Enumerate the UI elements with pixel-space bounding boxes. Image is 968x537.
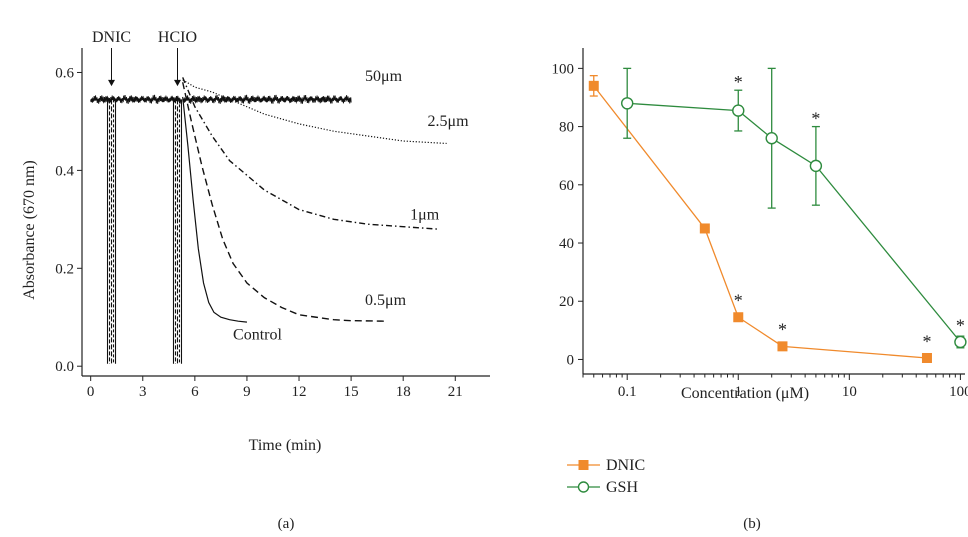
panel-a-x-tick-label: 9 xyxy=(243,384,251,400)
series-0-5-m-label: 0.5μm xyxy=(365,292,407,309)
panel-a-x-tick-label: 12 xyxy=(292,384,307,400)
series-dnic-line xyxy=(593,85,928,359)
series-dnic-point xyxy=(733,312,744,323)
panel-a-x-tick-label: 0 xyxy=(87,384,95,400)
event-hcio-arrowhead xyxy=(173,79,181,87)
event-dnic-label: DNIC xyxy=(92,29,131,46)
event-dnic-arrowhead xyxy=(108,79,116,87)
panel-b-y-tick-label: 0 xyxy=(567,352,575,368)
series-gsh-point xyxy=(954,335,967,349)
panel-b-y-tick-label: 80 xyxy=(559,120,574,136)
series-2-5-m-label: 2.5μm xyxy=(427,113,469,130)
panel-a-x-axis-label: Time (min) xyxy=(249,437,322,454)
series-1-m-label: 1μm xyxy=(410,206,440,223)
legend-gsh-label: GSH xyxy=(606,479,638,496)
series-control-line xyxy=(182,96,248,323)
baseline-trace xyxy=(90,94,182,104)
legend-dnic-label: DNIC xyxy=(606,457,645,474)
series-gsh-point xyxy=(809,159,823,173)
event-hcio-label: HCIO xyxy=(158,29,197,46)
panel-a-y-tick-label: 0.4 xyxy=(55,163,74,179)
panel-b-x-axis-label: Concentration (μM) xyxy=(681,385,809,402)
panel-b-label: (b) xyxy=(743,516,761,532)
series-1-m-line xyxy=(182,77,438,230)
significance-marker: * xyxy=(778,320,787,340)
legend-dnic-marker xyxy=(578,460,589,470)
panel-a-x-tick-label: 15 xyxy=(344,384,359,400)
series-2-5-m-line xyxy=(182,79,447,145)
panel-b-x-tick-label: 100 xyxy=(949,384,968,400)
panel-a-series-labels: 50μm 2.5μm 1μm 0.5μm Control xyxy=(233,68,469,343)
panel-b-x-tick-label: 0.1 xyxy=(618,384,637,400)
panel-a-x-tick-label: 6 xyxy=(191,384,199,400)
panel-a-y-tick-label: 0.2 xyxy=(55,261,74,277)
panel-a-axes: 0 3 6 9 12 15 18 21 0.0 0.2 0.4 0.6 xyxy=(55,48,490,400)
panel-b-y-tick-label: 20 xyxy=(559,294,574,310)
panel-b-series: * * * * * * xyxy=(588,67,967,363)
significance-marker: * xyxy=(922,331,931,351)
panel-b-legend: DNIC GSH xyxy=(567,457,645,496)
panel-b-x-tick-label: 1 xyxy=(735,384,743,400)
series-gsh-point xyxy=(765,132,778,145)
significance-marker: * xyxy=(956,315,965,335)
panel-b-x-tick-label: 10 xyxy=(842,384,857,400)
panel-a-label: (a) xyxy=(278,516,295,532)
series-control-label: Control xyxy=(233,326,282,343)
panel-b-y-tick-label: 60 xyxy=(559,178,574,194)
legend-gsh-marker xyxy=(577,481,590,493)
series-50-m-line xyxy=(182,94,352,105)
series-gsh-point xyxy=(732,104,745,117)
panel-b: 0.1 1 10 100 0 20 40 60 80 100 * * * * * * Concentrati… xyxy=(552,48,968,532)
series-gsh-line xyxy=(627,102,961,343)
series-dnic-point xyxy=(777,341,788,352)
panel-b-y-tick-label: 100 xyxy=(552,61,575,77)
panel-a-series: DNIC HCIO xyxy=(90,29,447,364)
panel-a: 0 3 6 9 12 15 18 21 0.0 0.2 0.4 0.6 DNIC HCIO 50μm 2.… xyxy=(21,29,490,532)
series-dnic-point xyxy=(699,223,710,234)
panel-a-y-tick-label: 0.6 xyxy=(55,65,74,81)
panel-a-y-axis-label: Absorbance (670 nm) xyxy=(21,160,38,300)
panel-a-x-tick-label: 21 xyxy=(448,384,463,400)
significance-marker: * xyxy=(734,72,743,92)
significance-marker: * xyxy=(734,291,743,311)
panel-b-axes: 0.1 1 10 100 0 20 40 60 80 100 xyxy=(552,48,968,400)
panel-b-y-tick-label: 40 xyxy=(559,236,574,252)
series-0-5-m-line xyxy=(182,82,386,322)
panel-a-y-tick-label: 0.0 xyxy=(55,359,74,375)
panel-a-x-tick-label: 3 xyxy=(139,384,147,400)
panel-a-x-tick-label: 18 xyxy=(396,384,411,400)
significance-marker: * xyxy=(811,109,820,129)
series-50-m-label: 50μm xyxy=(365,68,403,85)
series-gsh-point xyxy=(620,97,634,110)
series-dnic-point xyxy=(588,80,599,91)
series-dnic-point xyxy=(921,352,932,363)
